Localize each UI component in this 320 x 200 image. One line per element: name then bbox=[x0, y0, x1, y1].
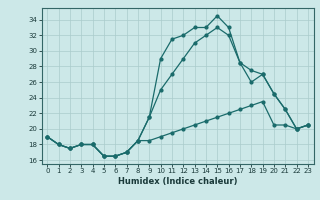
X-axis label: Humidex (Indice chaleur): Humidex (Indice chaleur) bbox=[118, 177, 237, 186]
